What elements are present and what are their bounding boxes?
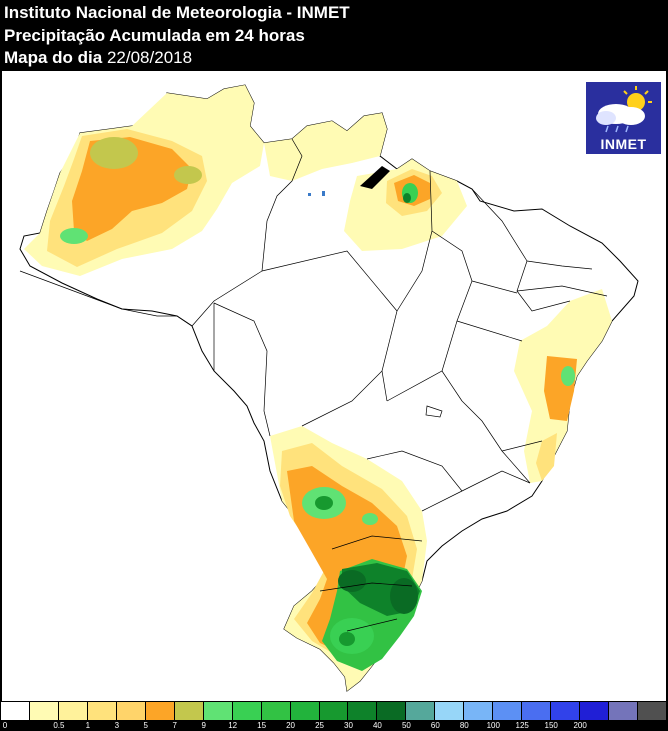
legend-label: 5 <box>143 721 149 730</box>
rain-darkgreen-rs <box>339 632 355 646</box>
legend-swatch <box>145 702 175 720</box>
legend-swatch <box>464 702 494 720</box>
legend-swatch <box>290 702 320 720</box>
rain-darkgreen-parana <box>315 496 333 510</box>
rain-yellow2-bahia-south <box>536 433 557 481</box>
legend-swatch <box>377 702 407 720</box>
legend-swatch <box>232 702 262 720</box>
legend-swatch <box>435 702 465 720</box>
legend-label: 80 <box>459 721 469 730</box>
legend-label: 0.5 <box>53 721 65 730</box>
rain-yellow-roraima <box>264 113 387 181</box>
legend-swatch <box>522 702 552 720</box>
legend-label: 9 <box>201 721 206 730</box>
title-line-date: Mapa do dia 22/08/2018 <box>4 48 192 68</box>
water-bodies <box>308 166 390 196</box>
rain-darkgreen-para <box>403 193 411 203</box>
legend-swatch <box>348 702 378 720</box>
rain-green-bahia-coast <box>561 366 575 386</box>
rain-olive-amazonas-north <box>90 137 138 169</box>
legend-label: 7 <box>172 721 177 730</box>
legend-label: 100 <box>486 721 500 730</box>
legend-swatch <box>609 702 639 720</box>
title-line-institute: Instituto Nacional de Meteorologia - INM… <box>4 3 350 22</box>
legend-label: 30 <box>344 721 353 730</box>
legend-swatch <box>638 702 667 720</box>
precipitation-map: INMET <box>2 71 666 701</box>
rain-lightgreen-sp <box>362 513 378 525</box>
logo-text: INMET <box>600 136 647 152</box>
precipitation-legend: 0 0.5 1 3 5 7 9 12 15 20 25 30 40 50 60 80 100 125 150 200 <box>0 702 668 731</box>
legend-label: 50 <box>401 721 411 730</box>
map-date: 22/08/2018 <box>106 48 193 67</box>
legend-swatch <box>203 702 233 720</box>
sun-cloud-rain-icon <box>596 86 652 133</box>
legend-label: 200 <box>573 721 587 730</box>
brazil-map-svg <box>19 84 639 692</box>
legend-swatch <box>319 702 349 720</box>
legend-label: 0 <box>2 721 8 730</box>
legend-label: 3 <box>114 721 120 730</box>
rain-green-amazonas-west <box>60 228 88 244</box>
rain-darkestgreen-sc-east <box>390 578 418 614</box>
state-borders <box>19 138 608 632</box>
legend-swatch <box>58 702 88 720</box>
legend-label: 125 <box>515 721 529 730</box>
legend-swatch <box>580 702 610 720</box>
legend-swatch <box>29 702 59 720</box>
legend-swatch <box>493 702 523 720</box>
legend-swatch <box>174 702 204 720</box>
rain-darkestgreen-sc-west <box>338 570 366 592</box>
inmet-logo: INMET <box>585 81 662 155</box>
legend-swatch <box>406 702 436 720</box>
legend-label: 15 <box>257 721 267 730</box>
legend-label: 25 <box>315 721 324 730</box>
legend-label: 60 <box>430 721 440 730</box>
legend-label: 150 <box>544 721 558 730</box>
rain-olive-amazonas-east <box>174 166 202 184</box>
legend-label: 1 <box>85 721 91 730</box>
legend-swatch <box>87 702 117 720</box>
rain-orange-bahia-coast <box>544 356 577 421</box>
map-day-label: Mapa do dia <box>4 48 103 67</box>
legend-swatch <box>1 702 30 720</box>
legend-swatch <box>551 702 581 720</box>
legend-label: 20 <box>286 721 296 730</box>
legend-swatch <box>261 702 291 720</box>
legend-label: 40 <box>372 721 382 730</box>
legend-swatch <box>116 702 146 720</box>
header: Instituto Nacional de Meteorologia - INM… <box>0 0 668 70</box>
legend-label: 12 <box>228 721 238 730</box>
title-line-product: Precipitação Acumulada em 24 horas <box>4 26 305 45</box>
